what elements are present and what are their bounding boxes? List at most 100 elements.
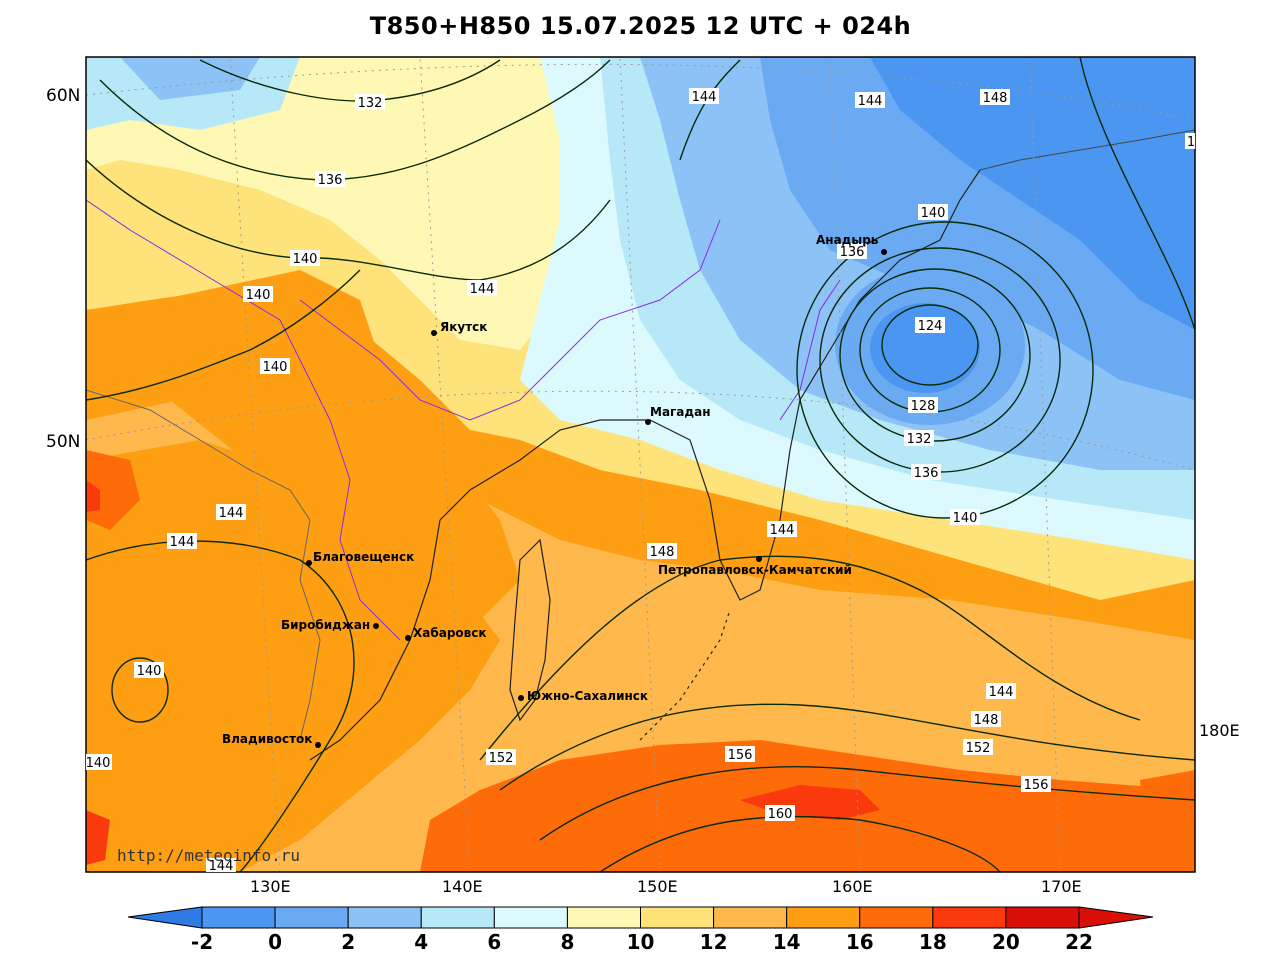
colorbar-cell: [274, 906, 349, 929]
colorbar-tick-label: 0: [268, 930, 283, 954]
contour-label: 144: [216, 504, 246, 521]
contour-labels: 132 136 140 140 140 144 144 144 148 1 14…: [86, 88, 1195, 874]
colorbar-tick-label: 12: [699, 930, 728, 954]
colorbar-cell: [420, 906, 495, 929]
svg-text:152: 152: [966, 741, 991, 756]
svg-text:Владивосток: Владивосток: [222, 732, 312, 746]
contour-label: 136: [911, 464, 941, 481]
svg-text:1: 1: [1187, 135, 1195, 150]
contour-label: 140: [918, 204, 948, 221]
contour-label: 140: [243, 286, 273, 303]
map-title: T850+H850 15.07.2025 12 UTC + 024h: [369, 12, 912, 40]
contour-label: 148: [971, 711, 1001, 728]
lat-label-50n: 50N: [46, 432, 81, 452]
svg-text:148: 148: [974, 713, 999, 728]
colorbar-tick-label: 6: [487, 930, 502, 954]
contour-label: 140: [134, 662, 164, 679]
colorbar-tick-label: 14: [772, 930, 801, 954]
watermark: http://meteoinfo.ru: [117, 846, 301, 865]
contour-label: 128: [908, 397, 938, 414]
colorbar-tick-label: 20: [991, 930, 1020, 954]
svg-text:144: 144: [770, 523, 795, 538]
contour-label: 136: [837, 243, 867, 260]
lon-label-150e: 150E: [637, 877, 678, 896]
svg-text:132: 132: [907, 432, 932, 447]
svg-text:144: 144: [470, 282, 495, 297]
city-magadan: Магадан: [645, 405, 711, 425]
svg-text:140: 140: [921, 206, 946, 221]
contour-label: 1: [1185, 133, 1195, 150]
contour-label: 156: [1021, 776, 1051, 793]
contour-label: 140: [950, 509, 980, 526]
contour-label: 144: [689, 88, 719, 105]
lon-label-140e: 140E: [442, 877, 483, 896]
colorbar-tick-label: 8: [560, 930, 575, 954]
contour-label: 148: [647, 543, 677, 560]
isohypses: [86, 57, 1195, 872]
lon-label-170e: 170E: [1041, 877, 1082, 896]
contour-label: 144: [767, 521, 797, 538]
contour-label: 156: [725, 746, 755, 763]
colorbar-cell: [859, 906, 934, 929]
colorbar-max-arrow: [1078, 906, 1154, 929]
colorbar-cell: [347, 906, 422, 929]
contour-label: 144: [167, 533, 197, 550]
svg-text:140: 140: [137, 664, 162, 679]
contour-label: 136: [315, 171, 345, 188]
coastlines: [86, 129, 1195, 761]
colorbar-tick-label: 16: [845, 930, 874, 954]
contour-label: 152: [486, 749, 516, 766]
svg-text:144: 144: [170, 535, 195, 550]
contour-label: 148: [980, 89, 1010, 106]
svg-text:144: 144: [692, 90, 717, 105]
svg-text:128: 128: [911, 399, 936, 414]
contour-label: 144: [206, 858, 236, 874]
city-anadyr: Анадырь: [816, 233, 887, 255]
contour-label: 144: [986, 683, 1016, 700]
svg-text:Магадан: Магадан: [650, 405, 711, 419]
city-vladivostok: Владивосток: [222, 732, 321, 748]
colorbar-tick-label: 10: [626, 930, 655, 954]
contour-label: 144: [467, 280, 497, 297]
svg-text:140: 140: [953, 511, 978, 526]
colorbar-cell: [786, 906, 861, 929]
contour-label: 160: [765, 805, 795, 822]
svg-text:160: 160: [768, 807, 793, 822]
colorbar-cell: [1005, 906, 1080, 929]
lon-label-130e: 130E: [250, 877, 291, 896]
svg-text:140: 140: [263, 360, 288, 375]
contour-label: 132: [355, 94, 385, 111]
contour-label: 144: [855, 92, 885, 109]
svg-text:Петропавловск-Камчатский: Петропавловск-Камчатский: [658, 563, 852, 577]
svg-text:136: 136: [318, 173, 343, 188]
svg-text:132: 132: [358, 96, 383, 111]
contour-label: 152: [963, 739, 993, 756]
svg-text:156: 156: [728, 748, 753, 763]
svg-text:148: 148: [650, 545, 675, 560]
map-frame: [85, 56, 1196, 873]
colorbar-tick-label: 22: [1065, 930, 1093, 954]
svg-text:152: 152: [489, 751, 514, 766]
graticule: [86, 57, 1195, 872]
colorbar-min-arrow: [127, 906, 203, 929]
svg-text:136: 136: [914, 466, 939, 481]
city-markers: Якутск Магадан Анадырь Благовещенск Биро…: [222, 233, 887, 748]
colorbar-cell: [932, 906, 1007, 929]
contour-label: 140: [260, 358, 290, 375]
svg-text:156: 156: [1024, 778, 1049, 793]
contour-label: 132: [904, 430, 934, 447]
contour-label: 140: [86, 754, 112, 771]
city-yuzhno-sakhalinsk: Южно-Сахалинск: [518, 689, 648, 703]
colorbar-cell: [713, 906, 788, 929]
city-khabarovsk: Хабаровск: [405, 626, 487, 641]
colorbar-cell: [640, 906, 715, 929]
svg-text:140: 140: [293, 252, 318, 267]
city-birobidzhan: Биробиджан: [281, 618, 379, 632]
colorbar-tick-label: -2: [190, 930, 214, 954]
svg-text:144: 144: [858, 94, 883, 109]
svg-text:136: 136: [840, 245, 865, 260]
svg-text:Хабаровск: Хабаровск: [413, 626, 487, 640]
svg-text:Южно-Сахалинск: Южно-Сахалинск: [527, 689, 648, 703]
svg-text:144: 144: [219, 506, 244, 521]
